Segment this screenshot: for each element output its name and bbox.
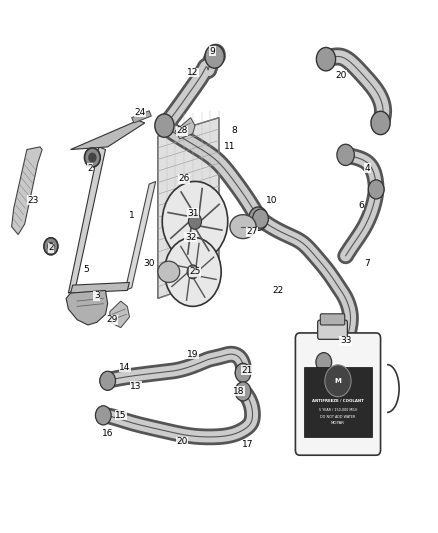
- Text: 15: 15: [115, 411, 127, 420]
- Polygon shape: [12, 147, 42, 235]
- Polygon shape: [125, 181, 155, 290]
- Circle shape: [164, 237, 221, 306]
- Circle shape: [205, 45, 224, 68]
- Text: 21: 21: [242, 366, 253, 375]
- Polygon shape: [71, 120, 145, 150]
- Text: 19: 19: [187, 350, 198, 359]
- Text: M: M: [335, 378, 341, 384]
- Text: 27: 27: [246, 228, 258, 237]
- Circle shape: [188, 213, 201, 229]
- Circle shape: [44, 238, 58, 255]
- Circle shape: [253, 209, 268, 228]
- Text: MOPAR: MOPAR: [331, 421, 345, 425]
- Text: 24: 24: [135, 108, 146, 117]
- FancyBboxPatch shape: [295, 333, 381, 455]
- Circle shape: [155, 114, 174, 138]
- Text: 30: 30: [143, 260, 155, 268]
- Polygon shape: [158, 118, 219, 298]
- Polygon shape: [68, 147, 106, 293]
- Text: 17: 17: [242, 440, 253, 449]
- Text: 5: 5: [83, 265, 89, 273]
- Polygon shape: [175, 118, 195, 139]
- FancyBboxPatch shape: [318, 320, 347, 340]
- Text: 11: 11: [224, 142, 236, 151]
- Circle shape: [316, 47, 336, 71]
- Text: 9: 9: [209, 47, 215, 55]
- Text: 31: 31: [187, 209, 198, 218]
- Text: 23: 23: [28, 196, 39, 205]
- Text: 16: 16: [102, 430, 113, 439]
- Text: 7: 7: [364, 260, 370, 268]
- Ellipse shape: [158, 261, 180, 282]
- Circle shape: [368, 180, 384, 199]
- Text: 12: 12: [187, 68, 198, 77]
- Text: 2: 2: [88, 164, 93, 173]
- Text: 8: 8: [231, 126, 237, 135]
- Text: 1: 1: [129, 212, 134, 221]
- Text: 22: 22: [272, 286, 283, 295]
- Text: 32: 32: [185, 233, 196, 242]
- Text: ANTIFREEZE / COOLANT: ANTIFREEZE / COOLANT: [312, 399, 364, 403]
- Circle shape: [337, 144, 354, 165]
- Circle shape: [235, 382, 251, 401]
- Text: 13: 13: [130, 382, 142, 391]
- Ellipse shape: [230, 215, 256, 239]
- Circle shape: [162, 181, 228, 261]
- Text: 6: 6: [358, 201, 364, 210]
- Text: 14: 14: [120, 363, 131, 372]
- Polygon shape: [110, 301, 130, 328]
- Text: 2: 2: [48, 244, 54, 253]
- Circle shape: [89, 154, 96, 162]
- Text: 20: 20: [336, 70, 347, 79]
- Circle shape: [325, 365, 351, 397]
- Polygon shape: [66, 290, 108, 325]
- FancyBboxPatch shape: [304, 367, 372, 437]
- Circle shape: [100, 371, 116, 390]
- FancyBboxPatch shape: [320, 314, 345, 325]
- Text: 20: 20: [176, 438, 187, 447]
- Text: DO NOT ADD WATER: DO NOT ADD WATER: [320, 415, 356, 419]
- Text: 26: 26: [178, 174, 190, 183]
- Circle shape: [95, 406, 111, 425]
- Text: 28: 28: [176, 126, 187, 135]
- Circle shape: [316, 353, 332, 372]
- Circle shape: [48, 243, 54, 250]
- Text: 4: 4: [365, 164, 370, 173]
- Text: 25: 25: [189, 268, 201, 276]
- Circle shape: [249, 207, 268, 230]
- Text: 29: 29: [106, 315, 118, 324]
- Text: 18: 18: [233, 387, 244, 396]
- Circle shape: [235, 364, 251, 382]
- Text: 3: 3: [94, 291, 99, 300]
- Circle shape: [85, 148, 100, 167]
- Text: 10: 10: [265, 196, 277, 205]
- Text: 33: 33: [340, 336, 351, 345]
- Polygon shape: [132, 111, 151, 123]
- Circle shape: [187, 265, 198, 279]
- Circle shape: [371, 111, 390, 135]
- Text: 5 YEAR / 150,000 MILE: 5 YEAR / 150,000 MILE: [319, 408, 357, 412]
- Polygon shape: [71, 282, 130, 293]
